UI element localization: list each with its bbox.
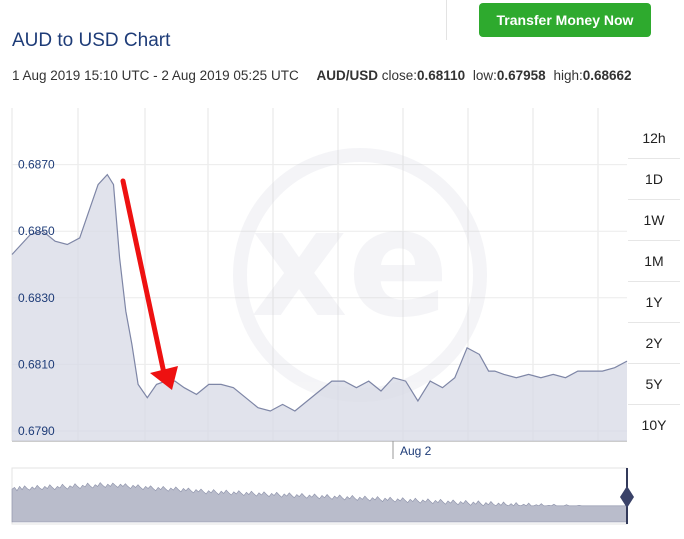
period-1w[interactable]: 1W xyxy=(628,199,680,240)
period-1y[interactable]: 1Y xyxy=(628,281,680,322)
x-axis: Aug 2 xyxy=(392,441,432,459)
y-tick-label: 0.6810 xyxy=(18,357,55,371)
range-navigator[interactable] xyxy=(0,466,640,526)
date-range: 1 Aug 2019 15:10 UTC - 2 Aug 2019 05:25 … xyxy=(12,68,299,83)
navigator-handle[interactable] xyxy=(620,486,634,508)
transfer-money-button[interactable]: Transfer Money Now xyxy=(479,3,651,37)
price-area xyxy=(12,174,627,441)
x-tick-label: Aug 2 xyxy=(400,444,432,458)
period-10y[interactable]: 10Y xyxy=(628,404,680,445)
currency-pair: AUD/USD xyxy=(316,68,378,83)
header-divider xyxy=(446,0,447,40)
navigator-area xyxy=(11,482,628,523)
arrow-shaft xyxy=(120,178,168,381)
annotation-arrow xyxy=(120,178,178,390)
y-tick-label: 0.6870 xyxy=(18,158,55,172)
price-chart[interactable]: xe 0.6870 0.6850 0.6830 0.6810 0.6790 Aug 2 xyxy=(0,100,628,462)
high-label: high: xyxy=(553,68,583,83)
period-5y[interactable]: 5Y xyxy=(628,363,680,404)
period-1m[interactable]: 1M xyxy=(628,240,680,281)
period-1d[interactable]: 1D xyxy=(628,158,680,199)
arrow-head xyxy=(150,366,178,390)
price-line xyxy=(11,173,628,412)
period-12h[interactable]: 12h xyxy=(642,130,666,146)
low-label: low: xyxy=(472,68,497,83)
range-summary: 1 Aug 2019 15:10 UTC - 2 Aug 2019 05:25 … xyxy=(12,68,632,83)
watermark-text: xe xyxy=(251,177,450,351)
y-tick-label: 0.6830 xyxy=(18,291,55,305)
close-label: close: xyxy=(381,68,418,83)
close-value: 0.68110 xyxy=(417,68,466,83)
period-selector: 12h 1D 1W 1M 1Y 2Y 5Y 10Y xyxy=(628,118,680,445)
y-tick-label: 0.6850 xyxy=(18,224,55,238)
page-title: AUD to USD Chart xyxy=(12,30,171,51)
low-value: 0.67958 xyxy=(496,68,546,83)
high-value: 0.68662 xyxy=(582,68,632,83)
period-2y[interactable]: 2Y xyxy=(628,322,680,363)
y-axis: 0.6870 0.6850 0.6830 0.6810 0.6790 xyxy=(18,158,55,438)
y-tick-label: 0.6790 xyxy=(18,424,55,438)
